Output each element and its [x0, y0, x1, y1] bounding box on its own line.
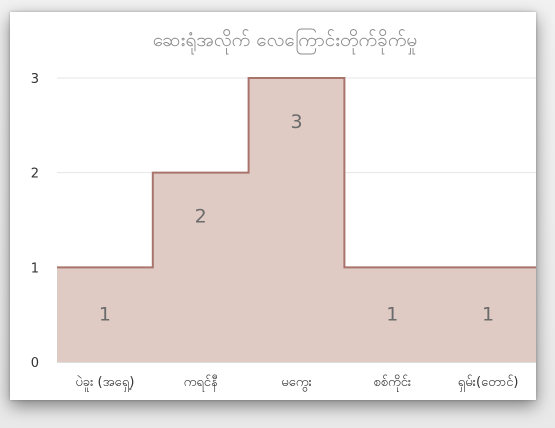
data-labels: 1 2 3 1 1: [99, 111, 494, 326]
data-label: 1: [99, 304, 111, 326]
x-category-label: ပဲခူး (အရှေ့): [75, 375, 134, 392]
chart-title: ဆေးရုံအလိုက် လေကြောင်းတိုက်ခိုက်မှု: [153, 27, 418, 55]
y-tick-label: 0: [31, 356, 39, 371]
x-category-label: ရှမ်း(တောင်): [458, 374, 519, 392]
data-label: 1: [482, 304, 494, 326]
data-label: 2: [195, 206, 207, 228]
area-fill: [57, 78, 536, 362]
x-category-label: စစ်ကိုင်း: [373, 374, 411, 392]
x-axis: ပဲခူး (အရှေ့) ကရင်နီ မကွေး စစ်ကိုင်း ရှမ်း(တ…: [75, 374, 518, 392]
area-line: [57, 77, 536, 269]
x-category-label: မကွေး: [281, 375, 312, 392]
y-axis: 0 1 2 3: [31, 72, 39, 371]
data-label: 1: [386, 304, 398, 326]
y-tick-label: 2: [31, 167, 39, 182]
x-category-label: ကရင်နီ: [184, 374, 218, 392]
y-tick-label: 3: [31, 72, 39, 87]
data-label: 3: [290, 111, 302, 133]
y-tick-label: 1: [31, 261, 39, 276]
area-series: [57, 77, 536, 362]
